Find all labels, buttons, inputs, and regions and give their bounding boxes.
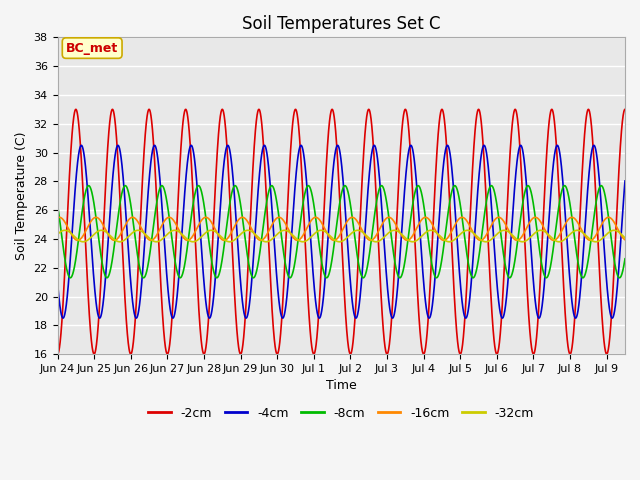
Y-axis label: Soil Temperature (C): Soil Temperature (C) [15, 132, 28, 260]
-32cm [54, 231, 61, 237]
Line: -4cm: -4cm [58, 145, 625, 318]
-4cm [157, 185, 164, 191]
-4cm [621, 178, 629, 184]
-2cm [621, 107, 629, 112]
-2cm [54, 351, 61, 357]
-8cm [520, 192, 528, 197]
-4cm [590, 143, 598, 148]
-2cm [271, 337, 278, 343]
-32cm [423, 229, 431, 235]
-16cm [520, 229, 528, 235]
Line: -8cm: -8cm [58, 186, 625, 278]
Line: -32cm: -32cm [58, 230, 625, 242]
-16cm [56, 215, 63, 220]
-16cm [394, 226, 402, 232]
-32cm [621, 235, 629, 240]
-16cm [477, 238, 485, 243]
-8cm [54, 202, 61, 207]
Line: -2cm: -2cm [58, 109, 625, 354]
-32cm [592, 239, 600, 245]
-8cm [271, 188, 278, 193]
-4cm [316, 315, 323, 321]
-8cm [477, 237, 485, 243]
-16cm [271, 218, 278, 224]
-8cm [157, 184, 164, 190]
-32cm [271, 234, 278, 240]
-2cm [394, 194, 402, 200]
-16cm [157, 225, 164, 230]
-2cm [423, 336, 431, 342]
-4cm [477, 154, 485, 159]
-8cm [394, 273, 402, 278]
X-axis label: Time: Time [326, 379, 356, 392]
-2cm [477, 117, 484, 122]
-4cm [520, 158, 528, 164]
-32cm [394, 228, 402, 234]
-4cm [423, 308, 431, 313]
-8cm [360, 275, 367, 281]
-2cm [157, 278, 164, 284]
-16cm [330, 238, 338, 243]
Text: BC_met: BC_met [66, 42, 118, 55]
Line: -16cm: -16cm [58, 217, 625, 240]
-4cm [271, 241, 278, 247]
-2cm [520, 224, 528, 229]
-32cm [477, 237, 485, 243]
-16cm [621, 237, 629, 243]
-4cm [394, 280, 402, 286]
-8cm [84, 183, 92, 189]
-8cm [423, 225, 431, 230]
-8cm [621, 256, 629, 262]
Legend: -2cm, -4cm, -8cm, -16cm, -32cm: -2cm, -4cm, -8cm, -16cm, -32cm [143, 402, 540, 424]
-4cm [54, 280, 61, 286]
-32cm [98, 228, 106, 233]
-16cm [423, 215, 431, 220]
-32cm [520, 239, 528, 244]
-32cm [157, 238, 164, 243]
-16cm [54, 215, 61, 221]
Title: Soil Temperatures Set C: Soil Temperatures Set C [242, 15, 440, 33]
